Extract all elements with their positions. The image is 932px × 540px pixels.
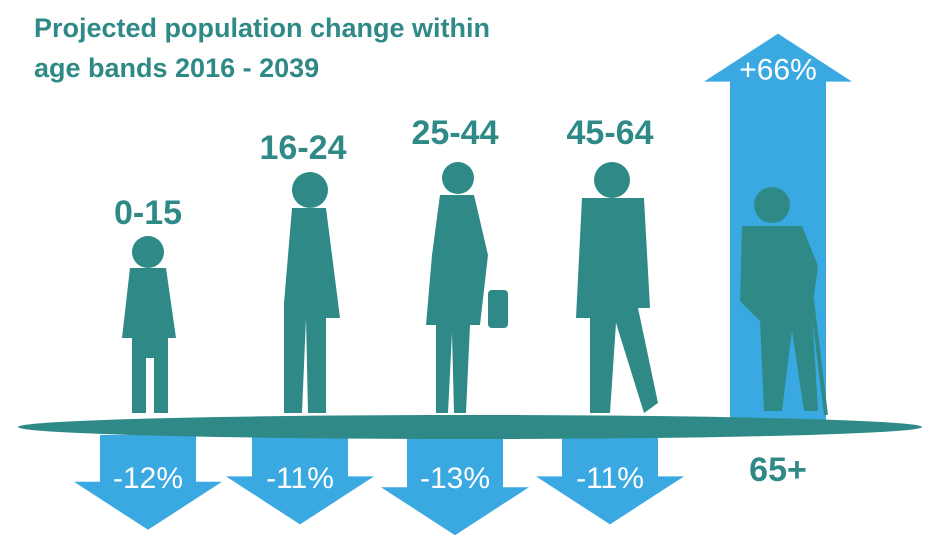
figure-teen [284, 208, 340, 413]
figure-bag [488, 290, 508, 328]
figure-child [132, 236, 164, 268]
category-label: 45-64 [567, 114, 654, 152]
value-label: +66% [739, 54, 817, 87]
category-label: 65+ [749, 451, 807, 489]
value-label: -12% [113, 462, 183, 495]
figure-man [576, 198, 658, 413]
figure-teen [292, 172, 328, 208]
arrow [74, 435, 222, 530]
arrow [381, 435, 529, 536]
category-label: 25-44 [412, 114, 499, 152]
category-label: 16-24 [260, 129, 347, 167]
figure-elder [740, 226, 818, 411]
chart-title: age bands 2016 - 2039 [34, 53, 319, 83]
figure-man [594, 162, 630, 198]
category-label: 0-15 [114, 194, 182, 232]
arrow [536, 435, 684, 525]
silhouettes [18, 162, 922, 439]
value-label: -13% [420, 462, 490, 495]
figure-woman [426, 195, 488, 413]
chart-title: Projected population change within [34, 13, 490, 43]
figure-elder [754, 187, 790, 223]
figure-cane [810, 299, 828, 416]
figure-child [122, 268, 176, 413]
ground [18, 415, 922, 439]
value-label: -11% [576, 462, 644, 495]
arrow [226, 435, 374, 525]
figure-woman [442, 162, 474, 194]
value-label: -11% [266, 462, 334, 495]
